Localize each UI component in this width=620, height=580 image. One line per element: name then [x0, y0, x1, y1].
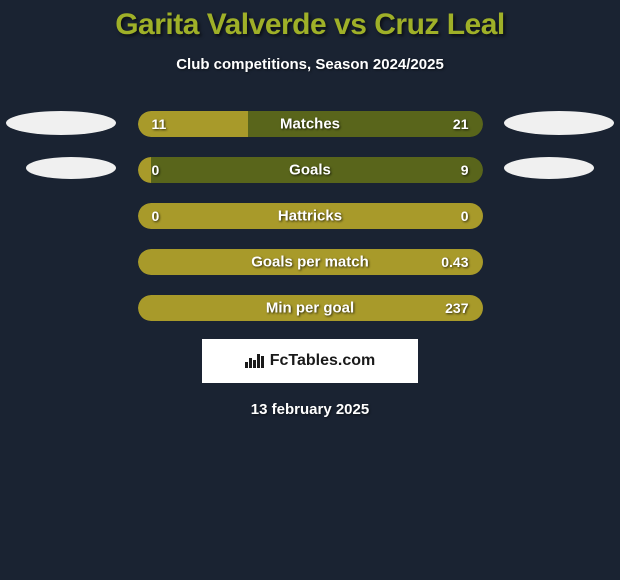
stat-value-right: 0 [461, 208, 469, 224]
stat-row: Goals per match0.43 [0, 239, 620, 285]
stat-label: Goals per match [138, 254, 483, 271]
date-label: 13 february 2025 [0, 401, 620, 418]
stat-bar: Goals0 9 [138, 157, 483, 183]
page-subtitle: Club competitions, Season 2024/2025 [0, 56, 620, 73]
chart-area: Matches1121Goals09Hattricks00Goals per m… [0, 101, 620, 331]
comparison-infographic: Garita Valverde vs Cruz Leal Club compet… [0, 0, 620, 418]
branding-badge: FcTables.com [202, 339, 418, 383]
stat-value-left: 0 [152, 162, 160, 178]
stat-row: Matches11 21 [0, 101, 620, 147]
stat-bar: Goals per match0.43 [138, 249, 483, 275]
stat-label: Matches [138, 116, 483, 133]
stat-value-right: 0.43 [441, 254, 468, 270]
stat-value-right: 9 [461, 162, 469, 178]
stat-row: Min per goal237 [0, 285, 620, 331]
branding-text: FcTables.com [270, 352, 376, 370]
stat-bar: Matches11 21 [138, 111, 483, 137]
stat-bar: Hattricks0 0 [138, 203, 483, 229]
stat-value-left: 0 [152, 208, 160, 224]
stat-value-right: 237 [445, 300, 468, 316]
page-title: Garita Valverde vs Cruz Leal [0, 8, 620, 42]
stat-row: Goals0 9 [0, 147, 620, 193]
stat-value-right: 21 [453, 116, 469, 132]
stat-label: Min per goal [138, 300, 483, 317]
stat-value-left: 11 [152, 116, 167, 132]
stat-bar: Min per goal237 [138, 295, 483, 321]
stat-label: Goals [138, 162, 483, 179]
stat-row: Hattricks0 0 [0, 193, 620, 239]
chart-icon [245, 354, 264, 368]
stat-label: Hattricks [138, 208, 483, 225]
